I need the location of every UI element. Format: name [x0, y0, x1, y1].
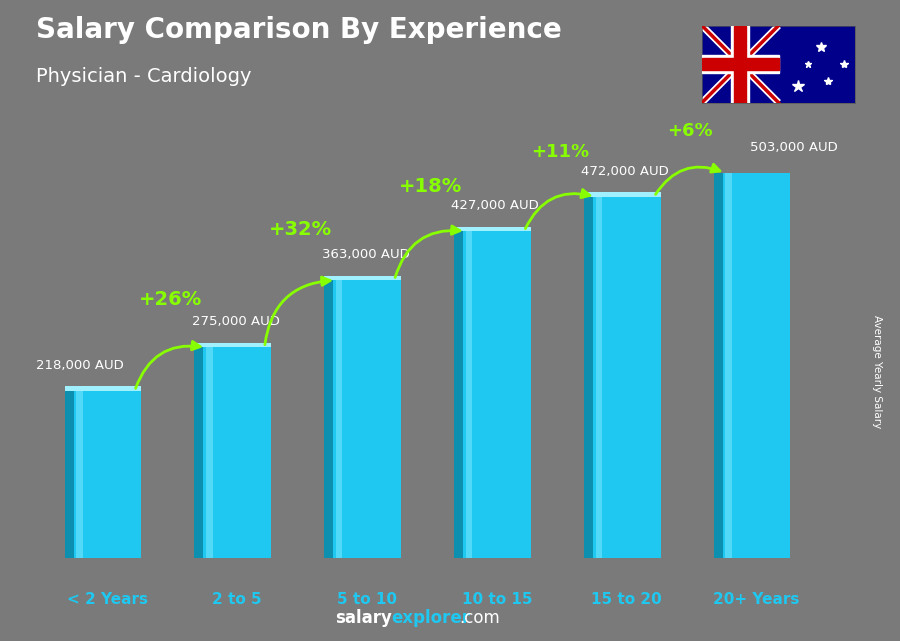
Polygon shape: [593, 197, 661, 558]
Text: 15 to 20: 15 to 20: [591, 592, 662, 607]
Polygon shape: [725, 173, 732, 558]
Text: explorer: explorer: [392, 609, 471, 627]
Text: 10 to 15: 10 to 15: [462, 592, 532, 607]
Polygon shape: [65, 391, 74, 558]
Polygon shape: [596, 197, 602, 558]
Text: 218,000 AUD: 218,000 AUD: [36, 359, 124, 372]
Polygon shape: [203, 347, 271, 558]
Polygon shape: [324, 276, 400, 280]
Polygon shape: [194, 343, 271, 347]
Text: 503,000 AUD: 503,000 AUD: [750, 141, 838, 154]
Text: Physician - Cardiology: Physician - Cardiology: [36, 67, 251, 87]
Polygon shape: [723, 173, 790, 558]
Text: salary: salary: [335, 609, 392, 627]
Polygon shape: [464, 231, 531, 558]
Text: Salary Comparison By Experience: Salary Comparison By Experience: [36, 16, 562, 44]
Text: 427,000 AUD: 427,000 AUD: [452, 199, 539, 212]
Polygon shape: [584, 192, 661, 197]
Polygon shape: [714, 173, 723, 558]
Text: .com: .com: [459, 609, 500, 627]
Polygon shape: [333, 280, 400, 558]
Bar: [702, 58, 778, 71]
Text: +11%: +11%: [531, 144, 589, 162]
Polygon shape: [336, 280, 342, 558]
Polygon shape: [74, 391, 141, 558]
Polygon shape: [65, 387, 141, 391]
Text: < 2 Years: < 2 Years: [67, 592, 148, 607]
Polygon shape: [714, 169, 790, 173]
Text: 472,000 AUD: 472,000 AUD: [581, 165, 669, 178]
Text: 2 to 5: 2 to 5: [212, 592, 262, 607]
Polygon shape: [194, 347, 203, 558]
Bar: [731, 26, 750, 103]
Text: +6%: +6%: [667, 122, 713, 140]
Text: 275,000 AUD: 275,000 AUD: [192, 315, 280, 328]
Text: +18%: +18%: [399, 177, 462, 196]
Polygon shape: [324, 280, 333, 558]
Bar: [734, 26, 746, 103]
Polygon shape: [584, 197, 593, 558]
Text: +26%: +26%: [139, 290, 202, 310]
Text: Average Yearly Salary: Average Yearly Salary: [872, 315, 883, 428]
Polygon shape: [454, 226, 531, 231]
Bar: [702, 55, 778, 73]
Polygon shape: [454, 231, 464, 558]
Text: +32%: +32%: [269, 220, 332, 238]
Polygon shape: [206, 347, 212, 558]
Text: 20+ Years: 20+ Years: [714, 592, 800, 607]
Polygon shape: [466, 231, 472, 558]
Text: 5 to 10: 5 to 10: [338, 592, 397, 607]
Text: 363,000 AUD: 363,000 AUD: [321, 248, 410, 261]
Polygon shape: [76, 391, 83, 558]
